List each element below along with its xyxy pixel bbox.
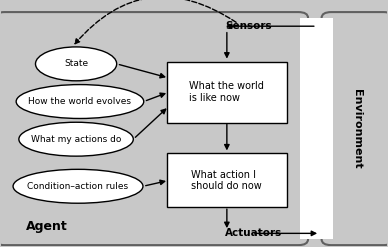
Text: What the world
is like now: What the world is like now [189, 81, 264, 103]
Text: How the world evolves: How the world evolves [28, 97, 132, 106]
Ellipse shape [19, 122, 133, 156]
Text: What my actions do: What my actions do [31, 135, 121, 144]
FancyBboxPatch shape [167, 62, 287, 123]
Text: Condition–action rules: Condition–action rules [28, 182, 128, 191]
Text: Sensors: Sensors [225, 21, 272, 31]
Ellipse shape [16, 84, 144, 119]
Text: What action I
should do now: What action I should do now [192, 170, 262, 191]
FancyBboxPatch shape [0, 12, 308, 245]
Text: Environment: Environment [352, 89, 362, 168]
Bar [300, 18, 333, 239]
Ellipse shape [13, 169, 143, 203]
Text: Agent: Agent [26, 220, 68, 233]
Ellipse shape [35, 47, 117, 81]
FancyBboxPatch shape [167, 153, 287, 207]
Text: State: State [64, 59, 88, 68]
FancyBboxPatch shape [322, 12, 388, 245]
Text: Actuators: Actuators [225, 228, 282, 238]
